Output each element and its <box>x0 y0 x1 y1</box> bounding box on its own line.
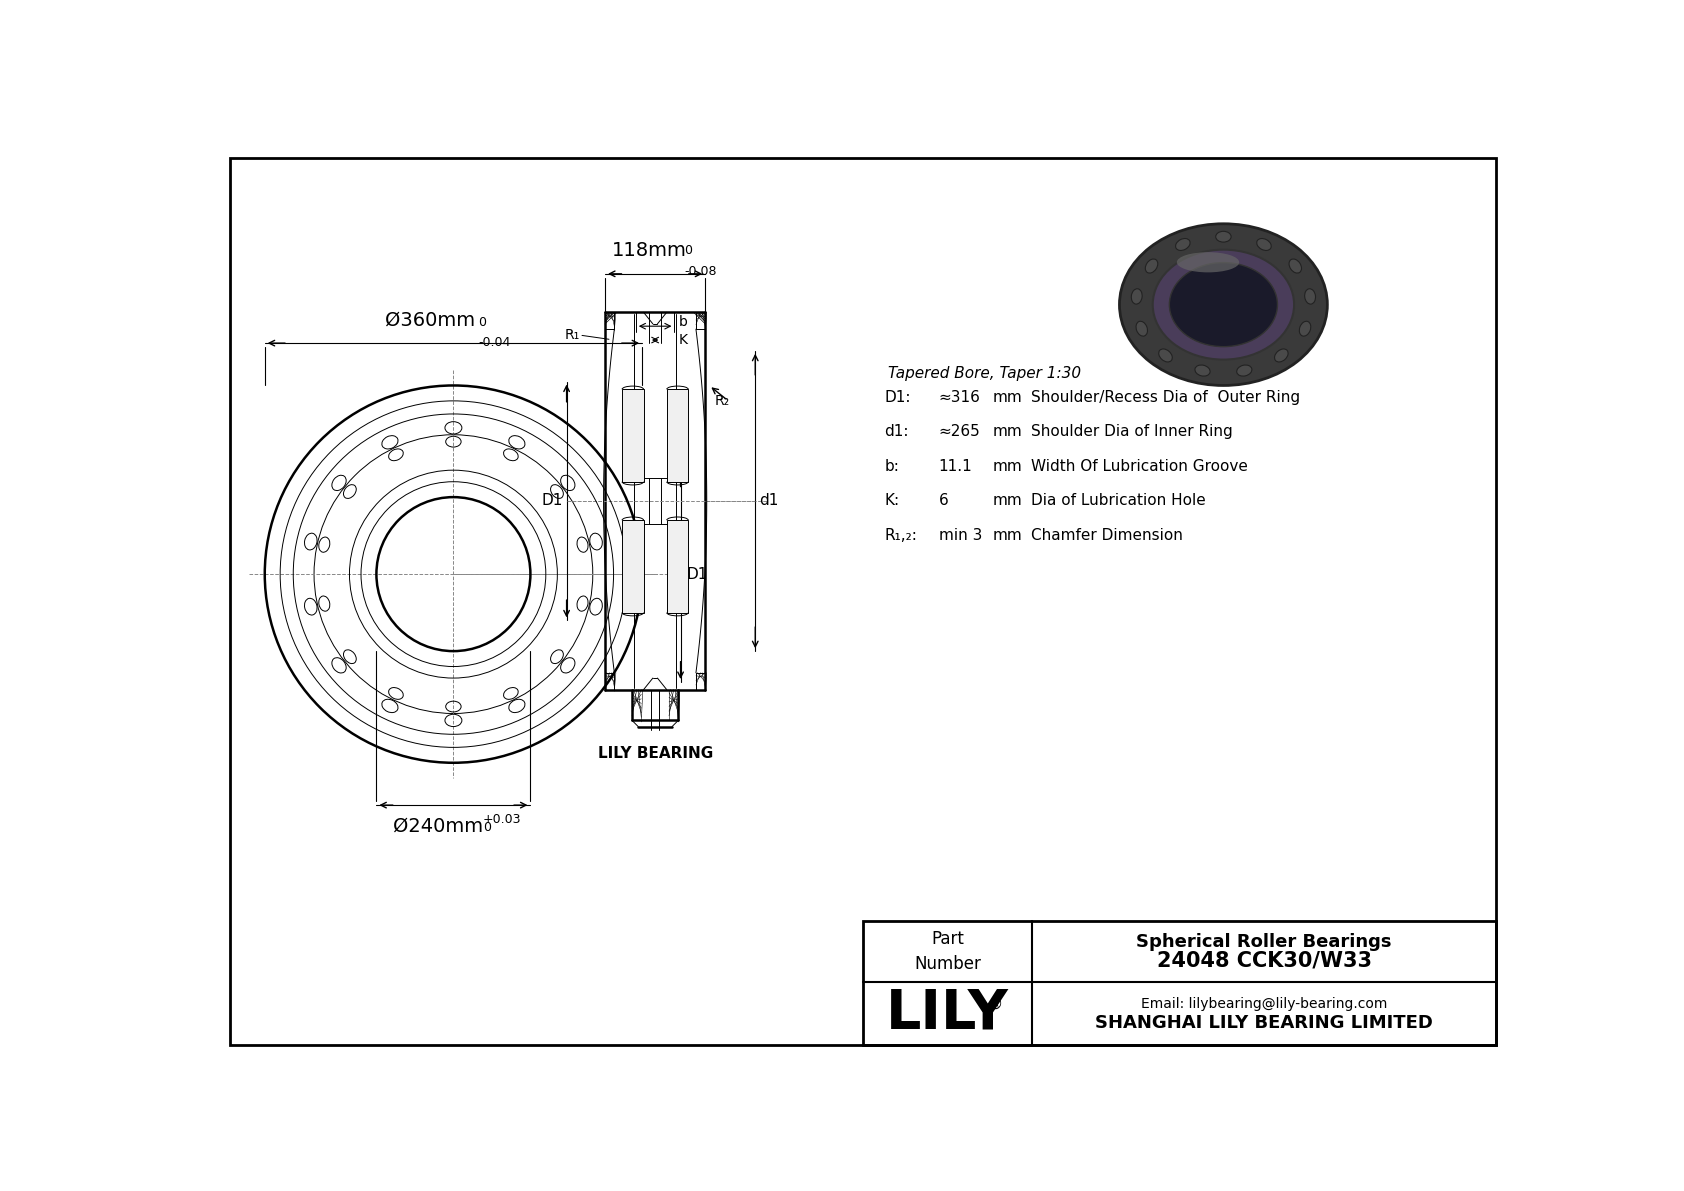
Text: 118mm: 118mm <box>611 241 687 260</box>
Ellipse shape <box>1175 238 1191 250</box>
Text: Dia of Lubrication Hole: Dia of Lubrication Hole <box>1031 493 1206 509</box>
Text: Part
Number: Part Number <box>914 930 982 973</box>
Text: 11.1: 11.1 <box>938 459 972 474</box>
Text: D1: D1 <box>687 567 707 581</box>
Text: Tapered Bore, Taper 1:30: Tapered Bore, Taper 1:30 <box>887 367 1081 381</box>
Text: 0: 0 <box>478 317 487 329</box>
Ellipse shape <box>1120 224 1327 386</box>
Text: mm: mm <box>992 459 1022 474</box>
Text: ≈316: ≈316 <box>938 389 980 405</box>
Ellipse shape <box>1275 349 1288 362</box>
Text: b: b <box>679 316 687 330</box>
Ellipse shape <box>1177 252 1239 273</box>
Text: Chamfer Dimension: Chamfer Dimension <box>1031 528 1182 543</box>
Bar <box>621 520 643 612</box>
Ellipse shape <box>1132 288 1142 304</box>
Text: d1:: d1: <box>884 424 909 439</box>
Text: +0.03: +0.03 <box>483 812 520 825</box>
Ellipse shape <box>1305 288 1315 304</box>
Text: mm: mm <box>992 389 1022 405</box>
Text: D1:: D1: <box>884 389 911 405</box>
Text: -0.04: -0.04 <box>478 336 510 349</box>
Text: R₁: R₁ <box>564 329 579 343</box>
Text: LILY BEARING: LILY BEARING <box>598 746 712 761</box>
Ellipse shape <box>1256 238 1271 250</box>
Ellipse shape <box>1137 322 1147 336</box>
Text: Width Of Lubrication Groove: Width Of Lubrication Groove <box>1031 459 1248 474</box>
Text: Spherical Roller Bearings: Spherical Roller Bearings <box>1137 934 1393 952</box>
Ellipse shape <box>1288 258 1302 273</box>
Ellipse shape <box>1196 364 1211 376</box>
Text: LILY: LILY <box>886 986 1009 1041</box>
Bar <box>621 389 643 481</box>
Text: Shoulder/Recess Dia of  Outer Ring: Shoulder/Recess Dia of Outer Ring <box>1031 389 1300 405</box>
Text: ≈265: ≈265 <box>938 424 980 439</box>
Bar <box>667 389 689 481</box>
Text: R₁,₂:: R₁,₂: <box>884 528 918 543</box>
Ellipse shape <box>1236 364 1251 376</box>
Text: D1: D1 <box>541 493 562 509</box>
Bar <box>667 520 689 612</box>
Ellipse shape <box>1154 250 1293 360</box>
Ellipse shape <box>1169 262 1278 347</box>
Text: min 3: min 3 <box>938 528 982 543</box>
Text: ®: ® <box>989 997 1004 1011</box>
Text: 6: 6 <box>938 493 948 509</box>
Text: mm: mm <box>992 424 1022 439</box>
Text: d1: d1 <box>759 493 778 509</box>
Ellipse shape <box>1159 349 1172 362</box>
Text: mm: mm <box>992 493 1022 509</box>
Text: K: K <box>679 333 687 347</box>
Text: K:: K: <box>884 493 899 509</box>
Text: mm: mm <box>992 528 1022 543</box>
Text: Ø360mm: Ø360mm <box>386 311 475 329</box>
Text: Shoulder Dia of Inner Ring: Shoulder Dia of Inner Ring <box>1031 424 1233 439</box>
Text: Ø240mm: Ø240mm <box>392 817 483 836</box>
Text: 0: 0 <box>684 244 692 257</box>
Ellipse shape <box>1216 231 1231 242</box>
Text: b:: b: <box>884 459 899 474</box>
Ellipse shape <box>1300 322 1310 336</box>
Ellipse shape <box>1145 258 1159 273</box>
Text: 0: 0 <box>483 821 490 834</box>
Text: Email: lilybearing@lily-bearing.com: Email: lilybearing@lily-bearing.com <box>1142 997 1388 1011</box>
Text: 24048 CCK30/W33: 24048 CCK30/W33 <box>1157 950 1372 971</box>
Text: -0.08: -0.08 <box>684 264 717 278</box>
Text: R₂: R₂ <box>714 394 729 407</box>
Text: SHANGHAI LILY BEARING LIMITED: SHANGHAI LILY BEARING LIMITED <box>1095 1014 1433 1031</box>
Bar <box>862 921 1495 1045</box>
